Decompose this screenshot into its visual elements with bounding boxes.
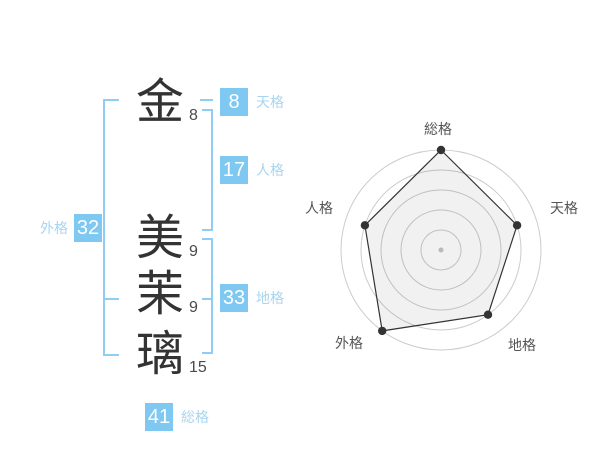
radar-axis-label-gaikaku: 外格 xyxy=(335,335,363,351)
radar-axis-label-soukaku: 総格 xyxy=(424,121,452,137)
name-char-row: 美 9 xyxy=(136,215,198,263)
jinkaku-bracket-vertical xyxy=(211,109,213,231)
name-char-row: 璃 15 xyxy=(136,331,207,379)
soukaku-badge: 41 xyxy=(145,403,173,431)
gaikaku-bracket-tick-top xyxy=(103,99,119,101)
radar-point-総格 xyxy=(436,145,446,155)
name-char-row: 茉 9 xyxy=(136,271,198,319)
gaikaku-bracket-vertical xyxy=(103,99,105,356)
chikaku-bracket-vertical xyxy=(211,238,213,354)
jinkaku-bracket-tick-bottom xyxy=(202,229,213,231)
radar-grid-ring xyxy=(420,229,462,271)
soukaku-label: 総格 xyxy=(181,409,209,425)
gaikaku-bracket-tick-bottom xyxy=(103,354,119,356)
gaikaku-label: 外格 xyxy=(40,220,68,236)
stroke-count: 9 xyxy=(189,243,198,260)
radar-point-人格 xyxy=(360,221,370,230)
jinkaku-bracket-tick-top xyxy=(202,109,213,111)
chikaku-badge: 33 xyxy=(220,284,248,312)
radar-grid-ring xyxy=(360,169,522,331)
chikaku-bracket-tick-middle xyxy=(202,298,213,300)
radar-point-外格 xyxy=(378,326,387,336)
chikaku-bracket-tick-bottom xyxy=(202,352,213,354)
chikaku-label: 地格 xyxy=(256,290,284,306)
chikaku-bracket-tick-top xyxy=(202,238,213,240)
given-name-character-2: 茉 xyxy=(136,268,185,321)
radar-center-dot xyxy=(438,247,444,253)
gaikaku-bracket-tick-middle xyxy=(103,298,119,300)
radar-axis-label-jinkaku: 人格 xyxy=(305,200,333,216)
radar-chart xyxy=(340,145,542,351)
stroke-count: 9 xyxy=(189,299,198,316)
given-name-character-1: 美 xyxy=(136,212,185,265)
radar-axis-label-chikaku: 地格 xyxy=(508,337,536,353)
gaikaku-badge: 32 xyxy=(74,214,102,242)
radar-grid-ring xyxy=(380,189,502,311)
radar-point-地格 xyxy=(483,310,493,319)
stroke-count: 15 xyxy=(189,359,207,376)
tenkaku-dash xyxy=(200,99,213,101)
jinkaku-badge: 17 xyxy=(220,156,248,184)
stroke-count: 8 xyxy=(189,107,198,124)
radar-point-天格 xyxy=(512,221,522,230)
surname-character: 金 xyxy=(136,76,185,129)
radar-data-polygon xyxy=(364,149,518,332)
given-name-character-3: 璃 xyxy=(136,328,185,381)
tenkaku-label: 天格 xyxy=(256,94,284,110)
jinkaku-label: 人格 xyxy=(256,162,284,178)
name-char-row: 金 8 xyxy=(136,79,198,127)
radar-grid-ring xyxy=(400,209,482,291)
radar-axis-label-tenkaku: 天格 xyxy=(550,200,578,216)
tenkaku-badge: 8 xyxy=(220,88,248,116)
